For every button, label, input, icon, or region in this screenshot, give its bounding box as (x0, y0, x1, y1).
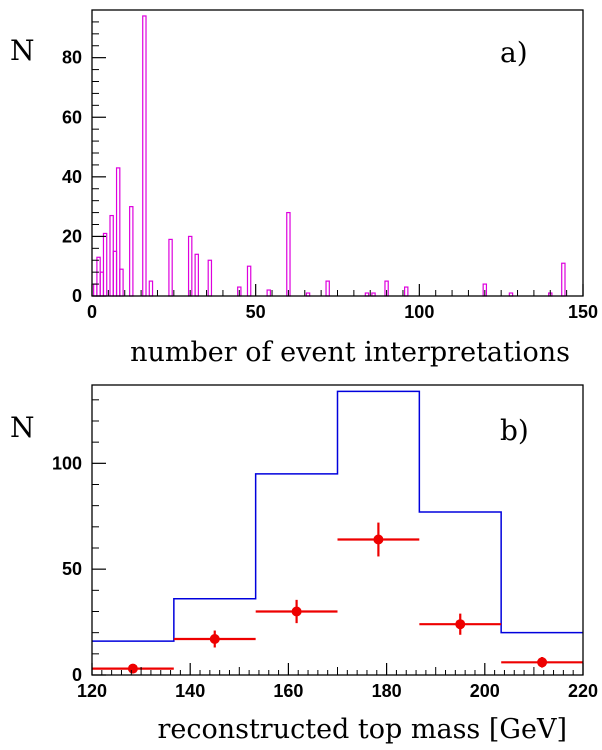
histogram-bar (404, 286, 409, 297)
panel-b: 120 140 160 180 200 220 0 50 100 N b) reconstruc… (10, 384, 598, 745)
histogram-bar (207, 259, 213, 297)
histogram-bar (187, 235, 193, 297)
data-point (537, 657, 548, 668)
histogram-bar (168, 238, 173, 297)
histogram-bar (246, 265, 252, 297)
x-tick-label: 180 (372, 681, 402, 701)
data-point (455, 619, 466, 630)
panel-a-label: a) (500, 36, 528, 69)
y-tick-label: 50 (62, 559, 82, 579)
mc-histogram-line (92, 390, 583, 642)
data-point (209, 634, 220, 645)
y-tick-label: 60 (62, 107, 82, 127)
histogram-bar (266, 289, 271, 297)
histogram-bar (286, 211, 291, 297)
y-tick-label: 40 (62, 167, 82, 187)
histogram-bar (148, 280, 154, 297)
histogram-bar (129, 206, 134, 297)
panel-a-y-axis-label: N (10, 34, 35, 67)
panel-a-histogram (93, 15, 566, 297)
y-tick-label: 80 (62, 48, 82, 68)
data-point (373, 534, 384, 545)
panel-a-ticks: 0 50 100 150 0 20 40 60 80 (62, 21, 598, 322)
x-tick-label: 200 (470, 681, 500, 701)
x-tick-label: 120 (77, 681, 107, 701)
y-tick-label: 0 (72, 286, 82, 306)
data-point (291, 606, 302, 617)
x-tick-label: 0 (87, 302, 97, 322)
histogram-bar (142, 15, 147, 297)
panel-b-ticks: 120 140 160 180 200 220 0 50 100 (52, 399, 598, 701)
panel-b-x-axis-label: reconstructed top mass [GeV] (157, 714, 567, 745)
y-tick-label: 20 (62, 226, 82, 246)
y-tick-label: 0 (72, 665, 82, 685)
histogram-bar (194, 253, 199, 297)
x-tick-label: 150 (568, 302, 598, 322)
panel-b-label: b) (500, 414, 529, 447)
x-tick-label: 220 (568, 681, 598, 701)
panel-b-y-axis-label: N (10, 411, 35, 444)
histogram-bar (325, 280, 330, 297)
panel-b-histogram (92, 390, 583, 642)
x-tick-label: 140 (175, 681, 205, 701)
histogram-bar (561, 262, 566, 297)
panel-a: 0 50 100 150 0 20 40 60 80 N a) number of event … (10, 9, 598, 368)
panel-b-data-points (92, 522, 583, 674)
y-tick-label: 100 (52, 453, 82, 473)
histogram-bar (119, 268, 124, 297)
x-tick-label: 50 (246, 302, 266, 322)
x-tick-label: 100 (404, 302, 434, 322)
panel-a-x-axis-label: number of event interpretations (130, 337, 570, 368)
x-tick-label: 160 (273, 681, 303, 701)
data-point (127, 663, 138, 674)
histogram-bar (102, 232, 108, 297)
